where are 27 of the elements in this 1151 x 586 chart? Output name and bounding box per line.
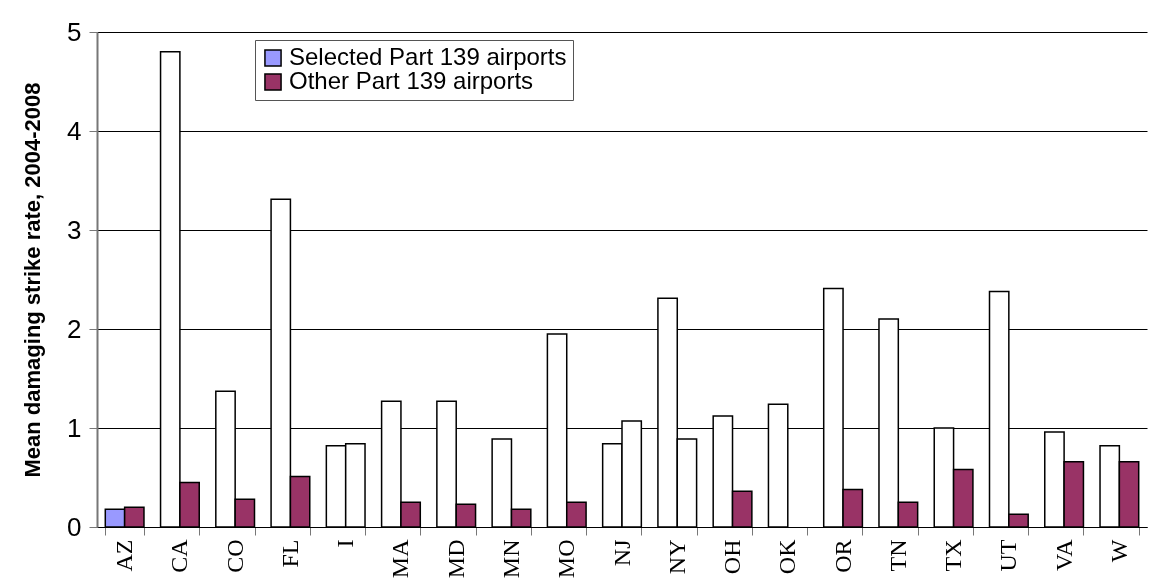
- x-tick-label: W: [1105, 539, 1132, 563]
- x-tick-label: NJ: [608, 539, 635, 567]
- x-tick-label: NY: [663, 539, 690, 575]
- x-tick-label: I: [332, 539, 359, 548]
- x-tick-label: MA: [387, 538, 414, 579]
- x-tick-label: CO: [221, 539, 248, 573]
- x-tick-label: VA: [1050, 538, 1077, 572]
- x-tick-label: MO: [553, 539, 580, 579]
- x-tick-label: OK: [774, 538, 801, 575]
- x-tick-label: FL: [276, 539, 303, 568]
- y-tick-label: 0: [67, 511, 82, 542]
- y-tick-label: 4: [67, 115, 82, 146]
- x-tick-label: MN: [497, 539, 524, 579]
- x-tick-label: MD: [442, 539, 469, 579]
- y-axis-title: Mean damaging strike rate, 2004-2008: [20, 82, 46, 478]
- legend-label: Selected Part 139 airports: [289, 43, 567, 70]
- y-tick-label: 1: [67, 412, 82, 443]
- x-tick-label: TX: [940, 539, 967, 572]
- x-tick-label: CA: [166, 538, 193, 573]
- x-tick-label: UT: [995, 539, 1022, 572]
- x-tick-label: OR: [829, 539, 856, 573]
- x-tick-label: TN: [884, 539, 911, 572]
- x-tick-label: AZ: [111, 539, 138, 572]
- y-tick-label: 3: [67, 214, 82, 245]
- y-tick-label: 5: [67, 16, 82, 47]
- x-tick-label: OH: [719, 539, 746, 575]
- y-tick-label: 2: [67, 313, 82, 344]
